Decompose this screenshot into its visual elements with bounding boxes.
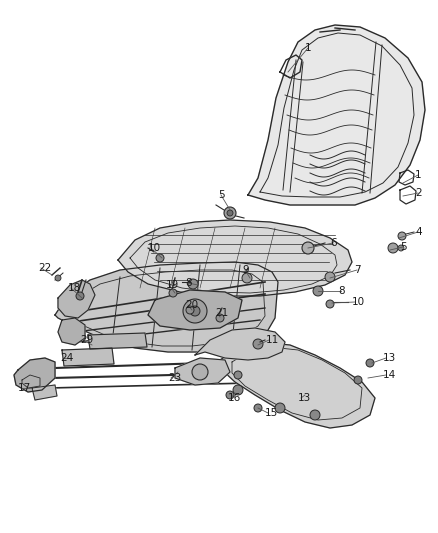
Polygon shape [58, 318, 85, 345]
Text: 21: 21 [215, 308, 228, 318]
Circle shape [242, 273, 252, 283]
Circle shape [216, 314, 224, 322]
Circle shape [253, 339, 263, 349]
Text: 11: 11 [266, 335, 279, 345]
Text: 24: 24 [60, 353, 73, 363]
Polygon shape [62, 348, 114, 366]
Polygon shape [14, 358, 55, 392]
Text: 16: 16 [228, 393, 241, 403]
Circle shape [275, 403, 285, 413]
Text: 14: 14 [383, 370, 396, 380]
Circle shape [210, 363, 220, 373]
Polygon shape [175, 358, 230, 385]
Text: 13: 13 [298, 393, 311, 403]
Circle shape [398, 245, 404, 251]
Polygon shape [220, 342, 375, 428]
Text: 18: 18 [68, 283, 81, 293]
Circle shape [186, 306, 194, 314]
Circle shape [183, 299, 207, 323]
Text: 17: 17 [18, 383, 31, 393]
Circle shape [354, 376, 362, 384]
Circle shape [325, 272, 335, 282]
Text: 19: 19 [166, 280, 179, 290]
Text: 29: 29 [80, 335, 93, 345]
Polygon shape [195, 328, 285, 360]
Circle shape [388, 243, 398, 253]
Text: 22: 22 [38, 263, 51, 273]
Circle shape [313, 286, 323, 296]
Text: 23: 23 [168, 373, 181, 383]
Circle shape [227, 210, 233, 216]
Circle shape [190, 306, 200, 316]
Circle shape [234, 371, 242, 379]
Polygon shape [88, 333, 147, 349]
Text: 9: 9 [242, 265, 249, 275]
Text: 10: 10 [352, 297, 365, 307]
Text: 7: 7 [354, 265, 360, 275]
Text: 8: 8 [338, 286, 345, 296]
Text: 1: 1 [305, 43, 311, 53]
Text: 2: 2 [415, 188, 422, 198]
Circle shape [55, 275, 61, 281]
Circle shape [398, 232, 406, 240]
Circle shape [224, 207, 236, 219]
Text: 8: 8 [185, 278, 192, 288]
Text: 6: 6 [330, 238, 337, 248]
Text: 13: 13 [383, 353, 396, 363]
Text: 10: 10 [148, 243, 161, 253]
Polygon shape [148, 290, 242, 330]
Polygon shape [248, 25, 425, 205]
Circle shape [188, 279, 198, 289]
Text: 15: 15 [265, 408, 278, 418]
Circle shape [226, 391, 234, 399]
Polygon shape [58, 280, 95, 318]
Text: 1: 1 [415, 170, 422, 180]
Circle shape [76, 292, 84, 300]
Circle shape [254, 404, 262, 412]
Polygon shape [55, 262, 278, 352]
Text: 20: 20 [185, 300, 198, 310]
Circle shape [156, 254, 164, 262]
Text: 5: 5 [218, 190, 225, 200]
Polygon shape [118, 220, 352, 296]
Circle shape [366, 359, 374, 367]
Polygon shape [32, 385, 57, 400]
Circle shape [326, 300, 334, 308]
Circle shape [192, 364, 208, 380]
Circle shape [169, 289, 177, 297]
Text: 4: 4 [415, 227, 422, 237]
Text: 5: 5 [400, 242, 406, 252]
Circle shape [310, 410, 320, 420]
Circle shape [302, 242, 314, 254]
Circle shape [233, 385, 243, 395]
